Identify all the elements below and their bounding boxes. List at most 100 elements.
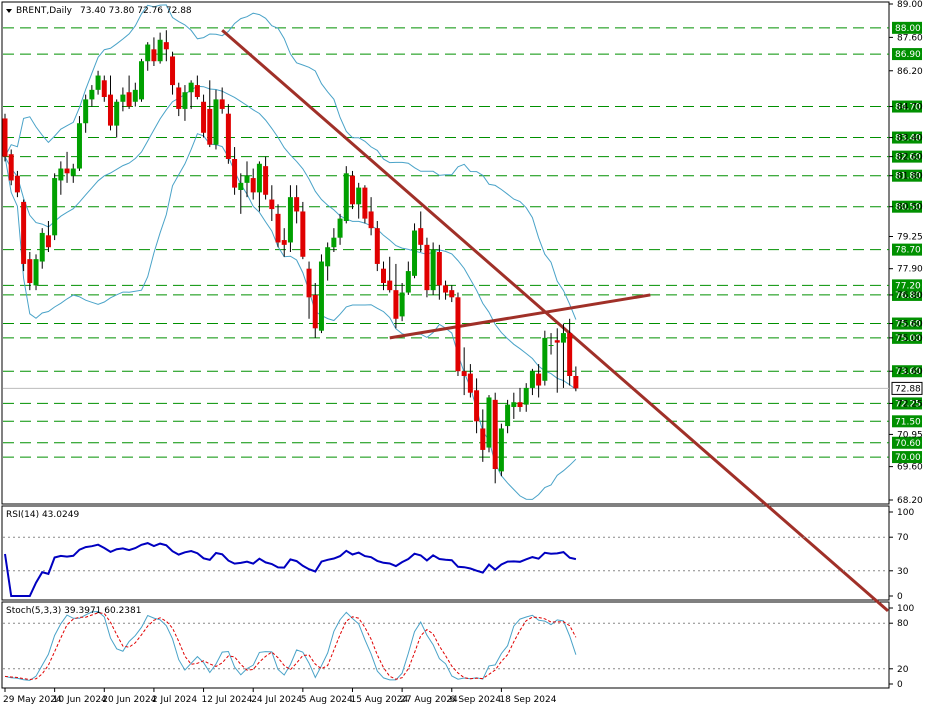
candle-body (27, 259, 33, 283)
candle-body (349, 175, 355, 205)
candle-body (306, 268, 312, 298)
price-panel-frame (1, 1, 890, 505)
candle-body (275, 213, 281, 243)
candle-body (39, 232, 45, 262)
time-tick-label: 29 May 2024 (3, 695, 62, 705)
rsi-tick-label: 30 (897, 567, 909, 577)
candle-body (114, 101, 120, 126)
price-tick-label: 75.00 (897, 334, 923, 344)
stoch-tick-label: 80 (897, 619, 909, 629)
price-tick-label: 79.25 (897, 233, 923, 243)
candle-body (449, 290, 455, 298)
candle-body (318, 261, 324, 331)
candle-body (132, 89, 138, 102)
candles (2, 30, 579, 484)
level-label: 88.00 (895, 24, 921, 34)
candle-body (523, 387, 529, 405)
rsi-tick-label: 0 (897, 592, 903, 602)
candle-body (8, 154, 14, 181)
candle-body (337, 218, 343, 238)
time-tick-label: 15 Aug 2024 (350, 695, 408, 705)
stoch-title: Stoch(5,3,3) 39.3971 60.2381 (6, 606, 141, 616)
time-tick-label: 5 Aug 2024 (301, 695, 353, 705)
candle-body (536, 373, 542, 386)
current-price-label: 72.88 (895, 384, 921, 394)
candle-body (467, 373, 473, 393)
candle-body (294, 197, 300, 212)
candle-body (405, 271, 411, 293)
candle-body (89, 89, 95, 100)
candle-body (461, 371, 467, 376)
candle-body (387, 280, 393, 291)
candle-body (343, 173, 349, 221)
candle-body (368, 211, 374, 229)
level-label-box (892, 150, 922, 163)
candle-body (567, 333, 573, 376)
candle-body (83, 99, 89, 124)
candle-body (157, 39, 163, 62)
level-label-box (892, 288, 922, 301)
price-tick-label: 83.40 (897, 134, 923, 144)
candle-body (244, 175, 250, 183)
level-label: 86.90 (895, 50, 921, 60)
candle-body (418, 228, 424, 245)
candle-body (480, 428, 486, 450)
candle-body (201, 101, 207, 133)
time-tick-label: 6 Sep 2024 (450, 695, 502, 705)
candle-body (33, 259, 39, 286)
candle-body (14, 175, 20, 193)
candle-body (554, 340, 560, 343)
time-tick-label: 12 Jul 2024 (202, 695, 253, 705)
candle-body (529, 371, 535, 388)
candle-body (492, 399, 498, 469)
candle-body (269, 199, 275, 210)
candle-body (300, 211, 306, 257)
price-tick-label: 72.25 (897, 399, 923, 409)
candle-body (356, 187, 362, 205)
candle-body (312, 294, 318, 329)
candle-body (120, 94, 126, 102)
stoch-tick-label: 0 (897, 680, 903, 690)
candle-body (486, 397, 492, 448)
level-label: 80.50 (895, 203, 921, 213)
dropdown-triangle-icon[interactable] (6, 9, 12, 13)
price-tick-label: 77.90 (897, 265, 923, 275)
price-tick-label: 75.60 (897, 320, 923, 330)
level-label: 84.70 (895, 103, 921, 113)
price-tick-label: 76.80 (897, 291, 923, 301)
stoch-signal-line (4, 612, 577, 681)
rsi-tick-label: 70 (897, 533, 909, 543)
rsi-tick-label: 100 (897, 508, 914, 518)
candle-body (176, 87, 182, 109)
candle-body (331, 237, 337, 248)
candle-body (362, 187, 368, 219)
candle-body (139, 61, 145, 100)
candle-body (107, 94, 113, 126)
candle-body (213, 99, 219, 145)
candle-body (219, 99, 225, 109)
level-label-box (892, 169, 922, 182)
price-tick-label: 68.20 (897, 496, 923, 506)
candle-body (548, 345, 554, 346)
candle-body (163, 42, 169, 50)
ohlc-label: 73.40 73.80 72.76 72.88 (80, 6, 192, 16)
candle-body (58, 168, 64, 181)
support-trendline (389, 293, 651, 340)
support-resistance-levels: 88.00 86.90 84.70 83.40 82.60 81.80 80.50 78.70… (3, 21, 923, 464)
time-tick-label: 18 Sep 2024 (499, 695, 556, 705)
candle-body (325, 247, 331, 267)
candle-body (256, 163, 262, 193)
candle-body (238, 182, 244, 190)
price-axis: 89.00 87.60 86.20 84.70 83.40 82.60 81.80 80.50… (889, 0, 923, 506)
candle-body (505, 404, 511, 427)
bb-lower (4, 133, 577, 500)
level-label: 73.60 (895, 367, 921, 377)
level-label: 83.40 (895, 134, 921, 144)
bb-middle (4, 85, 577, 390)
candle-body (263, 166, 269, 195)
level-label: 71.50 (895, 417, 921, 427)
candle-body (170, 56, 176, 86)
price-tick-label: 84.70 (897, 103, 923, 113)
level-label-box (892, 279, 922, 292)
rsi-panel-frame (1, 505, 890, 601)
